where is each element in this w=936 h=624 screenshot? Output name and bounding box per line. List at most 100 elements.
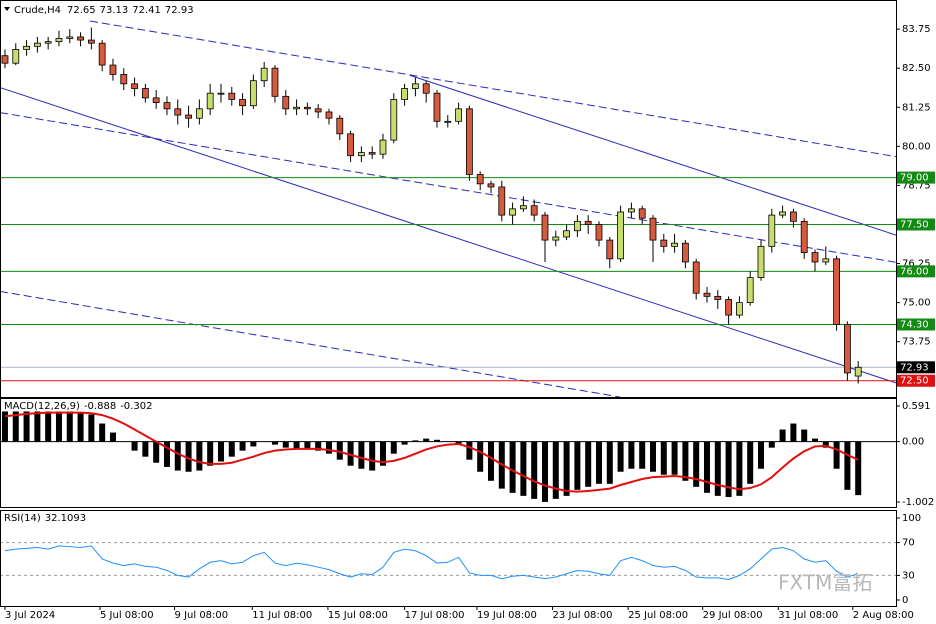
y-tick-label: -1.002 [902, 497, 934, 508]
candle-body [23, 45, 30, 50]
histogram-bar [34, 411, 41, 442]
histogram-bar [23, 411, 30, 442]
x-tick-label: 23 Jul 08:00 [553, 610, 613, 621]
level-label: 77.50 [900, 219, 929, 230]
histogram-bar [433, 439, 440, 442]
histogram-bar [552, 441, 559, 499]
histogram-bar [822, 441, 829, 448]
macd-header: MACD(12,26,9) -0.888 -0.302 [4, 401, 152, 412]
histogram-bar [768, 441, 775, 448]
histogram-bar [153, 441, 160, 463]
price-pane [1, 20, 896, 397]
histogram-bar [585, 441, 592, 487]
histogram-bar [66, 411, 73, 442]
close: 72.93 [165, 5, 194, 16]
pane-border [0, 510, 897, 607]
histogram-bar [487, 441, 494, 481]
candle-body [465, 108, 473, 175]
histogram-bar [509, 441, 516, 493]
candle-body [573, 220, 581, 232]
histogram-bar [714, 441, 721, 496]
rsi-line [4, 545, 859, 581]
trend-line [1, 112, 896, 263]
histogram-bar [142, 441, 149, 457]
histogram-bar [520, 441, 527, 496]
level-label-box [897, 218, 935, 231]
candle-body [509, 208, 516, 216]
candle-body [811, 252, 819, 263]
candle-body [789, 211, 797, 222]
candle-body [368, 152, 376, 155]
candle-body [357, 152, 365, 157]
histogram-bar [423, 438, 430, 442]
y-tick-label: 76.25 [902, 259, 931, 270]
candle-body [660, 239, 668, 247]
candle-body [152, 97, 160, 103]
candle-body [44, 41, 52, 44]
y-tick-label: 78.75 [902, 180, 931, 191]
symbol: Crude,H4 [14, 5, 61, 16]
histogram-bar [401, 441, 408, 445]
candle-body [735, 302, 743, 316]
candle-body [563, 230, 570, 238]
candle-body [347, 133, 354, 157]
candle-body [627, 208, 635, 213]
candle-body [768, 214, 776, 247]
histogram-bar [671, 441, 678, 475]
histogram-bar [531, 441, 538, 499]
low: 72.41 [132, 5, 161, 16]
candle-body [854, 366, 862, 377]
candle-body [455, 108, 462, 122]
x-tick-label: 2 Aug 08:00 [853, 610, 914, 621]
rsi-header: RSI(14) 32.1093 [4, 513, 86, 524]
candle-body [66, 36, 74, 39]
histogram-bar [1, 411, 8, 442]
histogram-bar [304, 441, 311, 449]
x-tick-label: 3 Jul 2024 [5, 610, 55, 621]
candle-body [530, 205, 538, 216]
candle-body [325, 111, 333, 119]
histogram-bar [336, 441, 343, 460]
histogram-bar [757, 441, 764, 469]
histogram-bar [466, 441, 473, 460]
histogram-bar [293, 441, 300, 449]
histogram-bar [196, 441, 203, 471]
indicator-name: MACD(12,26,9) [4, 401, 80, 412]
candle-body [422, 83, 430, 94]
histogram-bar [693, 441, 700, 487]
histogram-bar [477, 441, 484, 472]
candle-body [336, 117, 344, 135]
histogram-bar [185, 441, 192, 472]
candle-body [692, 261, 700, 294]
level-label: 72.93 [900, 362, 929, 373]
histogram-bar [855, 441, 862, 496]
y-tick-label: 81.25 [902, 102, 931, 113]
menu-icon[interactable] [4, 7, 10, 11]
candle-body [163, 102, 171, 110]
candle-body [498, 186, 506, 216]
histogram-bar [88, 414, 95, 442]
candle-body [293, 106, 300, 110]
y-tick-label: 30 [902, 570, 915, 581]
candle-body [77, 36, 84, 41]
x-tick-label: 17 Jul 08:00 [405, 610, 465, 621]
candle-body [98, 42, 106, 66]
trend-line [1, 291, 621, 397]
candle-body [411, 83, 419, 89]
candle-body [703, 292, 711, 297]
candle-body [303, 106, 311, 110]
signal-value: -0.302 [120, 401, 152, 412]
level-label: 79.00 [900, 173, 929, 184]
candle-body [833, 258, 840, 325]
rsi-pane [1, 542, 896, 581]
candle-body [584, 220, 592, 225]
candle-body [87, 39, 95, 44]
signal-line [4, 411, 859, 493]
histogram-bar [736, 441, 743, 496]
candle-body [714, 295, 722, 300]
candle-body [141, 88, 149, 99]
candle-body [746, 277, 754, 304]
histogram-bar [617, 441, 624, 472]
histogram-bar [239, 441, 246, 451]
candle-body [476, 174, 484, 185]
